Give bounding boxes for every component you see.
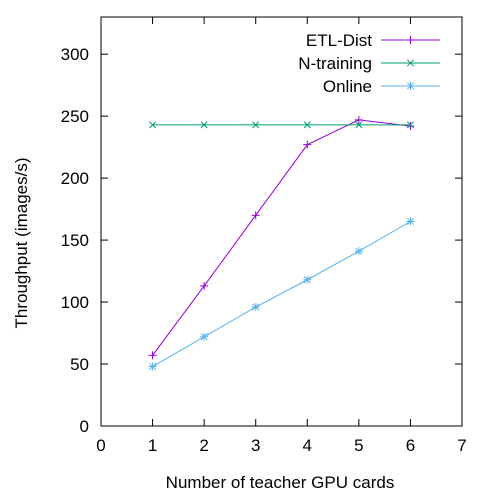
x-tick-label: 4 (303, 436, 312, 455)
data-point (149, 121, 157, 129)
data-point (200, 332, 209, 341)
y-tick-label: 300 (61, 45, 89, 64)
marker-stroke (200, 121, 208, 129)
marker-stroke (303, 121, 311, 129)
data-point (252, 121, 260, 129)
data-point (200, 281, 209, 290)
data-point (303, 140, 312, 149)
x-tick-label: 3 (251, 436, 260, 455)
data-point (406, 82, 415, 90)
marker-stroke (200, 333, 208, 341)
data-point (303, 275, 312, 284)
plot-frame (100, 16, 463, 427)
data-point (200, 121, 208, 129)
y-tick-label: 100 (61, 293, 89, 312)
x-tick-label: 7 (457, 436, 466, 455)
marker-stroke (406, 59, 415, 67)
legend-item: ETL-Dist (306, 31, 440, 50)
marker-stroke (252, 121, 260, 129)
marker-stroke (406, 82, 415, 90)
y-axis-label: Throughput (images/s) (12, 157, 31, 328)
data-point (406, 36, 415, 44)
x-tick-label: 1 (148, 436, 157, 455)
data-point (354, 115, 363, 124)
marker-stroke (149, 362, 157, 371)
marker-stroke (406, 121, 414, 129)
legend-item: N-training (298, 54, 440, 73)
marker-stroke (303, 276, 311, 284)
series-layer (148, 115, 415, 371)
series-online (148, 217, 415, 371)
y-tick-label: 50 (70, 355, 89, 374)
marker-stroke (355, 247, 363, 255)
data-point (251, 211, 260, 220)
marker-stroke (252, 303, 260, 311)
legend-label: N-training (298, 54, 372, 73)
data-point (406, 217, 415, 226)
data-point (148, 351, 157, 360)
legend-label: Online (323, 77, 372, 96)
x-tick-label: 6 (406, 436, 415, 455)
data-point (406, 59, 415, 67)
y-tick-label: 200 (61, 169, 89, 188)
y-tick-label: 150 (61, 231, 89, 250)
data-point (148, 362, 157, 371)
legend-label: ETL-Dist (306, 31, 372, 50)
x-tick-label: 0 (96, 436, 105, 455)
data-point (406, 122, 415, 131)
data-point (303, 121, 311, 129)
marker-stroke (355, 121, 363, 129)
legend: ETL-Dist N-training Online (298, 31, 440, 96)
x-tick-label: 5 (354, 436, 363, 455)
legend-item: Online (323, 77, 440, 96)
axes-layer: 0 1 2 3 4 5 6 7 0 50 100 150 200 250 300 (61, 16, 467, 455)
data-point (251, 303, 260, 312)
data-point (355, 121, 363, 129)
x-axis-label: Number of teacher GPU cards (166, 473, 395, 492)
data-point (354, 247, 363, 256)
y-tick-label: 0 (80, 417, 89, 436)
series-line (152, 221, 411, 367)
y-tick-label: 250 (61, 107, 89, 126)
series-line (152, 119, 411, 356)
marker-stroke (406, 217, 414, 226)
series-n-training (149, 121, 414, 129)
x-tick-label: 2 (199, 436, 208, 455)
series-etl-dist (148, 115, 415, 360)
marker-stroke (149, 121, 157, 129)
data-point (406, 121, 414, 129)
